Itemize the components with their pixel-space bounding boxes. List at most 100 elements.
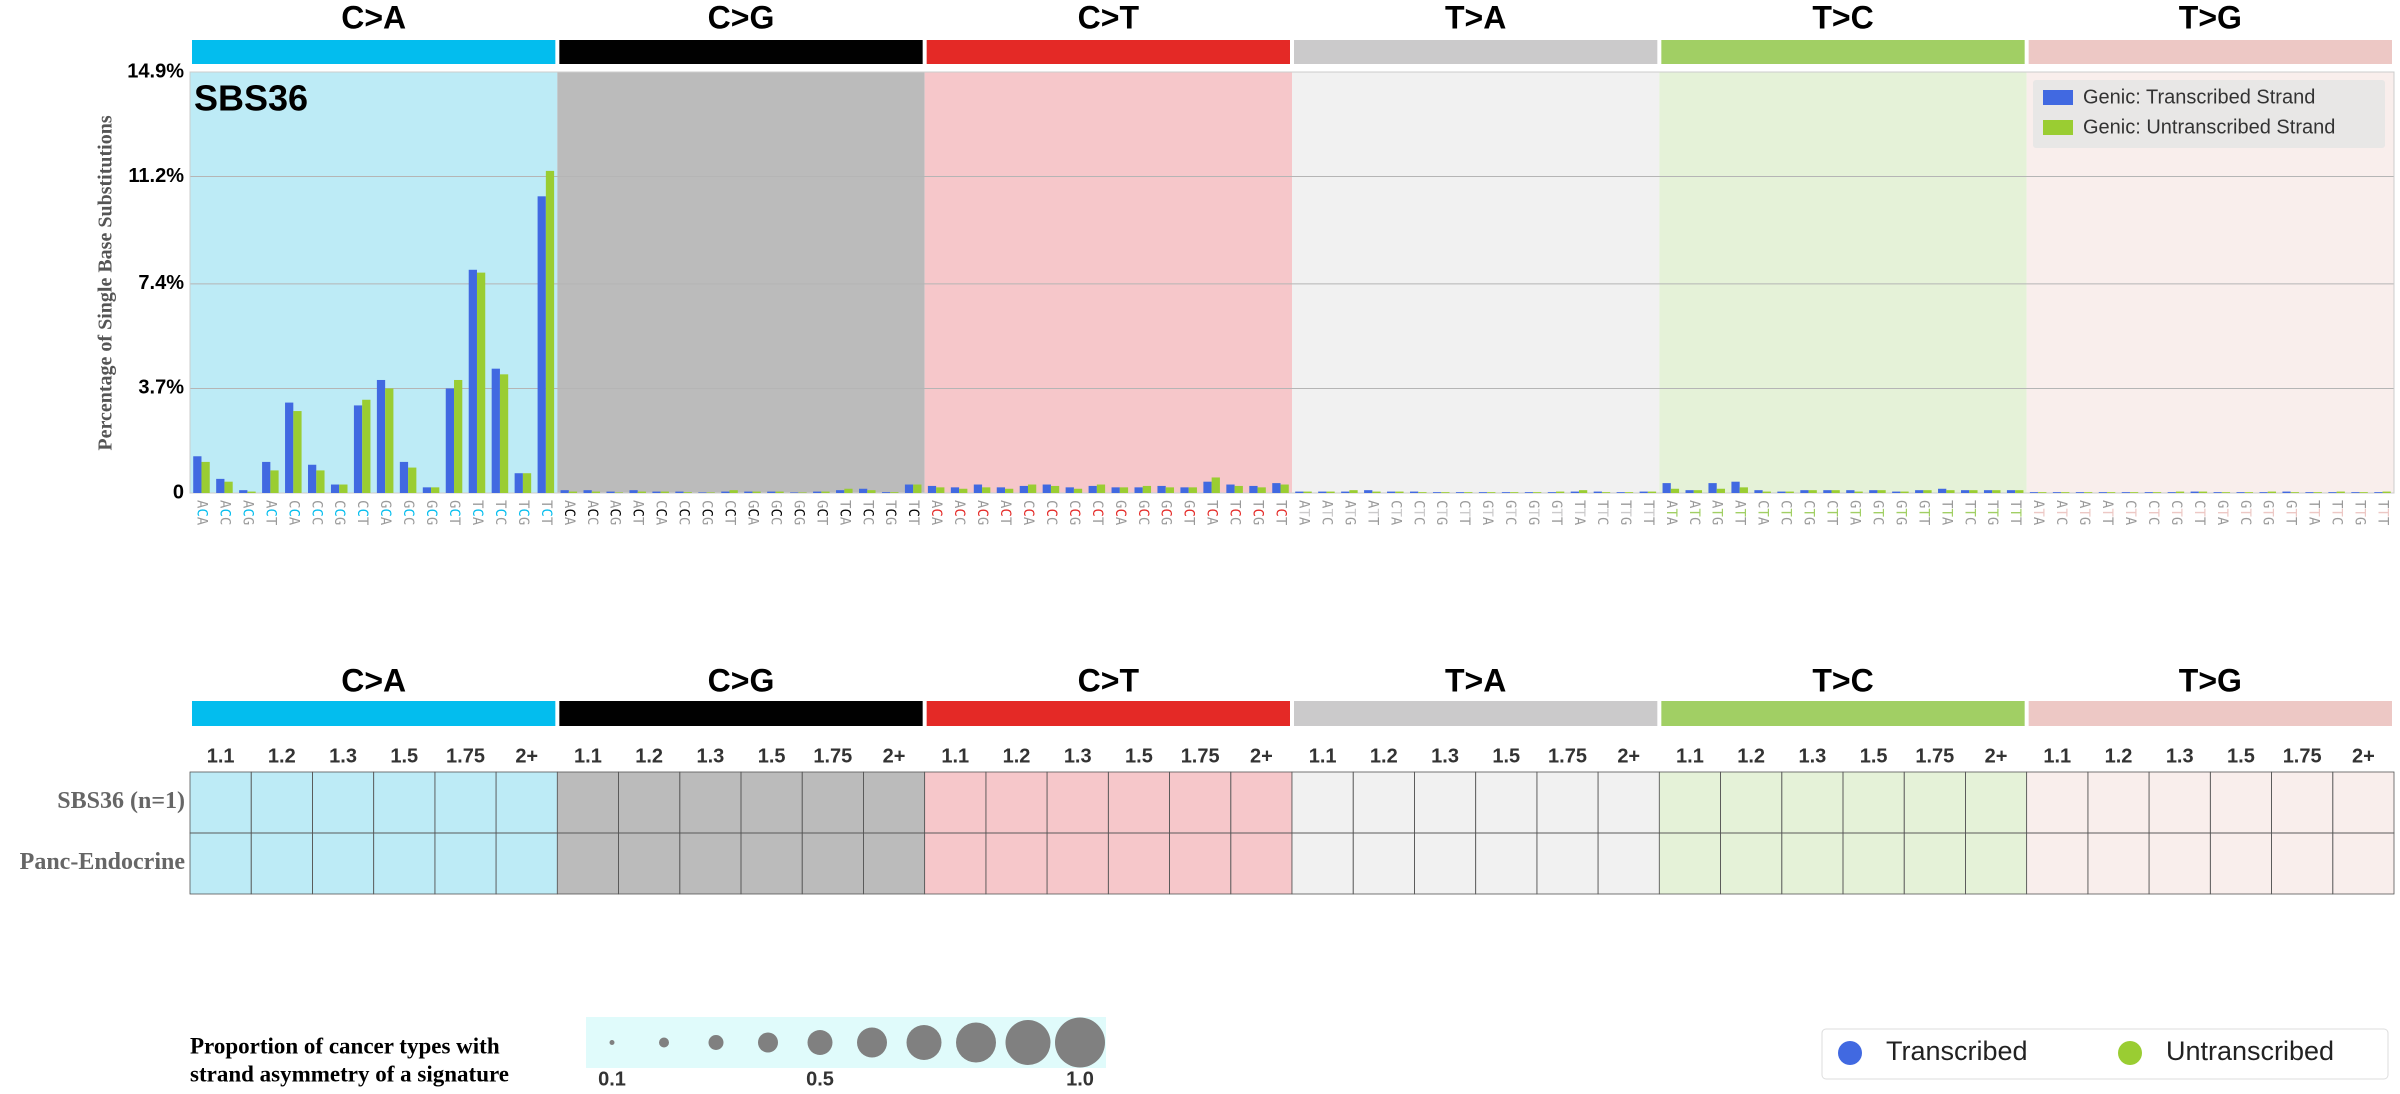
x-tick-label: GTA bbox=[1846, 500, 1862, 526]
x-tick-label: GCA bbox=[1112, 500, 1128, 526]
base: G bbox=[1892, 500, 1908, 508]
group-bar bbox=[192, 701, 556, 726]
column-label: 1.2 bbox=[2105, 745, 2133, 767]
bar bbox=[2107, 492, 2116, 493]
column-label: 1.3 bbox=[696, 745, 724, 767]
base: C bbox=[193, 508, 209, 516]
bar bbox=[996, 487, 1006, 493]
base: C bbox=[1801, 500, 1817, 508]
bar bbox=[224, 481, 233, 493]
bar bbox=[1341, 491, 1350, 493]
column-label: 1.5 bbox=[1860, 745, 1888, 767]
base: T bbox=[1846, 508, 1862, 517]
bar bbox=[216, 478, 225, 493]
base: T bbox=[515, 500, 531, 509]
base: C bbox=[285, 500, 301, 508]
column-label: 1.75 bbox=[1181, 745, 1220, 767]
bar bbox=[1119, 487, 1129, 493]
x-tick-label: CCC bbox=[308, 500, 324, 525]
x-tick-label: CTA bbox=[1387, 500, 1403, 526]
bar bbox=[844, 488, 853, 493]
x-tick-label: ACA bbox=[928, 500, 944, 526]
base: G bbox=[377, 500, 393, 508]
base: C bbox=[699, 500, 715, 508]
column-label: 1.2 bbox=[1003, 745, 1031, 767]
bar bbox=[454, 379, 463, 493]
y-tick-label: 3.7% bbox=[138, 377, 184, 399]
bar bbox=[339, 484, 348, 493]
x-tick-label: GCG bbox=[423, 500, 439, 525]
base: T bbox=[1686, 508, 1702, 517]
bar bbox=[950, 487, 960, 493]
bar bbox=[1547, 492, 1557, 493]
base: A bbox=[561, 500, 577, 509]
bar bbox=[904, 484, 914, 493]
base: T bbox=[1640, 500, 1656, 509]
bar bbox=[1165, 487, 1174, 493]
base: C bbox=[377, 508, 393, 516]
base: C bbox=[676, 500, 692, 508]
base: C bbox=[308, 508, 324, 516]
base: G bbox=[2260, 517, 2276, 525]
bar bbox=[1257, 487, 1266, 493]
x-tick-label: ACT bbox=[630, 500, 646, 526]
bar bbox=[499, 374, 509, 493]
base: C bbox=[2122, 500, 2138, 508]
bar bbox=[1349, 490, 1358, 493]
base: C bbox=[951, 508, 967, 516]
bar bbox=[2144, 492, 2153, 493]
base: C bbox=[492, 508, 508, 516]
base: T bbox=[1640, 517, 1656, 526]
base: G bbox=[790, 500, 806, 508]
x-tick-label: GTA bbox=[1479, 500, 1495, 526]
base: T bbox=[1250, 500, 1266, 509]
column-label: 1.75 bbox=[1915, 745, 1954, 767]
bar bbox=[2267, 491, 2276, 493]
bar bbox=[1854, 491, 1863, 493]
size-circle bbox=[758, 1032, 778, 1053]
x-tick-label: CTT bbox=[1824, 500, 1840, 526]
base: T bbox=[882, 500, 898, 509]
bar bbox=[652, 491, 661, 493]
column-label: 1.5 bbox=[390, 745, 418, 767]
base: T bbox=[1938, 508, 1954, 517]
group-background bbox=[1659, 72, 2027, 493]
base: G bbox=[1250, 517, 1266, 525]
base: C bbox=[722, 500, 738, 508]
base: C bbox=[1227, 517, 1243, 525]
base: G bbox=[1135, 500, 1151, 508]
base: T bbox=[1640, 508, 1656, 517]
base: C bbox=[1318, 517, 1334, 525]
base: T bbox=[813, 517, 829, 526]
column-label: 2+ bbox=[1250, 745, 1273, 767]
bar bbox=[568, 491, 578, 493]
legend-swatch bbox=[2043, 120, 2073, 135]
bar bbox=[2244, 492, 2254, 493]
bar bbox=[1226, 484, 1235, 493]
base: T bbox=[1318, 508, 1334, 517]
base: G bbox=[446, 500, 462, 508]
bar bbox=[1501, 492, 1511, 493]
group-label: T>G bbox=[2179, 0, 2242, 35]
size-circle bbox=[708, 1035, 724, 1050]
x-tick-label: CCA bbox=[1020, 500, 1036, 526]
base: A bbox=[2214, 517, 2230, 526]
bar bbox=[813, 491, 822, 493]
strand-legend-label: Untranscribed bbox=[2166, 1036, 2334, 1066]
group-background bbox=[1292, 72, 1660, 493]
base: G bbox=[767, 500, 783, 508]
base: C bbox=[1502, 517, 1518, 525]
bar bbox=[1992, 490, 2001, 493]
base: T bbox=[2145, 508, 2161, 517]
x-tick-label: ATA bbox=[1295, 500, 1311, 526]
base: A bbox=[1732, 500, 1748, 509]
group-label: T>G bbox=[2179, 662, 2242, 698]
base: A bbox=[997, 500, 1013, 509]
base: T bbox=[630, 517, 646, 526]
x-tick-label: TCC bbox=[859, 500, 875, 525]
bar bbox=[2129, 492, 2139, 493]
base: C bbox=[1387, 500, 1403, 508]
bar bbox=[239, 490, 248, 493]
base: T bbox=[2122, 508, 2138, 517]
